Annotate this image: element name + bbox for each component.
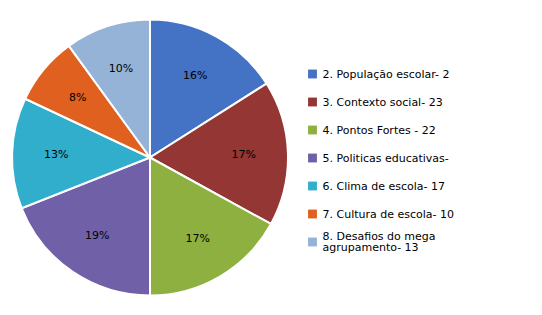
svg-text:3. Contexto social- 23: 3. Contexto social- 23 — [323, 96, 443, 109]
svg-text:17%: 17% — [232, 148, 256, 161]
svg-text:17%: 17% — [186, 232, 210, 245]
svg-text:13%: 13% — [44, 148, 68, 161]
svg-text:7. Cultura de escola- 10: 7. Cultura de escola- 10 — [323, 208, 455, 221]
svg-text:8. Desafios do megaagrupamento: 8. Desafios do megaagrupamento- 13 — [323, 230, 436, 254]
svg-text:4. Pontos Fortes - 22: 4. Pontos Fortes - 22 — [323, 124, 436, 137]
svg-text:6. Clima de escola- 17: 6. Clima de escola- 17 — [323, 180, 446, 193]
svg-text:8%: 8% — [69, 91, 86, 104]
svg-text:16%: 16% — [183, 69, 207, 82]
svg-text:19%: 19% — [85, 229, 109, 242]
svg-text:10%: 10% — [109, 62, 133, 75]
svg-text:5. Politicas educativas-: 5. Politicas educativas- — [323, 152, 449, 165]
svg-text:2. População escolar- 2: 2. População escolar- 2 — [323, 68, 450, 81]
